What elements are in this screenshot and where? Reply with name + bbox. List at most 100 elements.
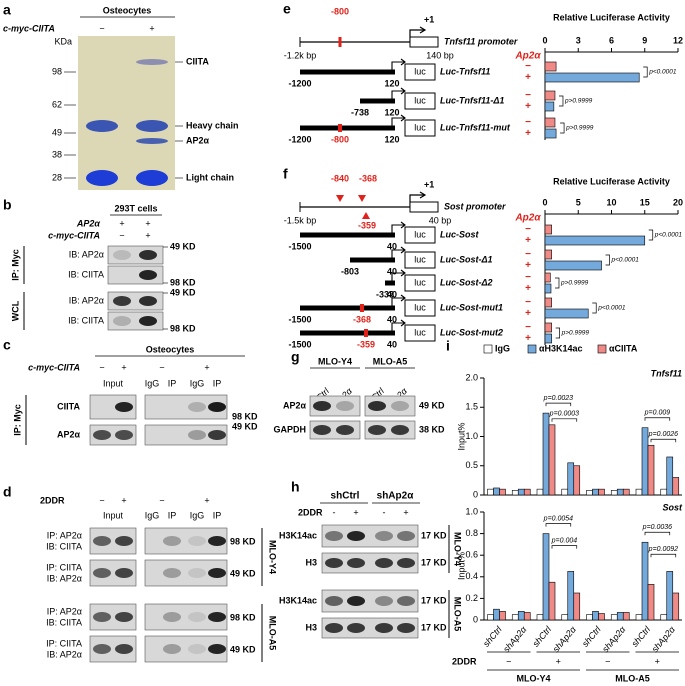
label: 6: [609, 35, 614, 45]
bar: [592, 611, 599, 621]
label: −: [605, 656, 610, 666]
label: IP: Myc: [10, 249, 20, 281]
label: 98 KD: [232, 411, 258, 421]
luc-box: [404, 119, 436, 137]
label: 2DDR: [452, 656, 477, 666]
label: −: [525, 61, 531, 72]
blot: [144, 424, 228, 446]
band: [93, 430, 111, 440]
bar: [517, 611, 525, 621]
band: [397, 623, 415, 633]
bar: [672, 477, 680, 496]
label: +: [525, 308, 531, 319]
band: [113, 316, 131, 326]
bar: [598, 613, 605, 621]
band: [188, 536, 206, 546]
label: p=0.0036: [642, 524, 672, 531]
bar: [511, 490, 519, 496]
label: shAp2α: [377, 491, 415, 502]
bar: [542, 533, 550, 621]
label: Relative Luciferase Activity: [553, 176, 670, 186]
label: +: [525, 283, 531, 294]
label: Luc-Sost-Δ1: [440, 254, 493, 264]
label: p>0.9999: [565, 125, 594, 132]
label: -803: [341, 266, 359, 276]
band: [208, 430, 226, 440]
bar: [573, 465, 581, 496]
label: +: [353, 507, 358, 517]
construct-arrow: [391, 269, 406, 283]
label: +: [525, 235, 531, 246]
label: IP: AP2α: [47, 606, 82, 616]
bar: [586, 614, 593, 621]
label: Tnfsf11: [651, 368, 682, 378]
bar: [635, 488, 643, 496]
bar: [622, 488, 630, 496]
band: [86, 120, 118, 132]
blot: [309, 395, 361, 417]
bracket: [648, 229, 654, 241]
blot: [321, 589, 419, 613]
bar: [666, 456, 674, 496]
panel-label: i: [446, 338, 450, 354]
label: 40: [387, 266, 397, 276]
label: Sost: [662, 502, 683, 512]
label: H3K14ac: [279, 530, 317, 540]
label: -1.5k bp: [284, 215, 317, 225]
label: IgG: [145, 378, 160, 388]
band: [136, 120, 168, 132]
label: 15: [640, 197, 650, 207]
bar: [536, 488, 544, 496]
label: p>0.9999: [561, 330, 590, 337]
label: p=0.004: [551, 537, 578, 544]
label: 49 KD: [230, 644, 256, 654]
label: 17 KD: [421, 530, 447, 540]
panel-label: c: [3, 337, 11, 353]
label: 40 bp: [429, 215, 452, 225]
label: IB: CIITA: [68, 315, 104, 325]
band: [347, 623, 365, 633]
bar: [647, 444, 655, 496]
label: H3K14ac: [279, 595, 317, 605]
blot: [321, 524, 419, 548]
mutation: [360, 304, 364, 312]
label: MLO-Y4: [268, 540, 278, 574]
label: Input%: [456, 422, 466, 450]
bar: [548, 424, 556, 496]
label: WCL: [10, 300, 20, 321]
label: -1500: [288, 339, 311, 349]
label: 38: [52, 149, 62, 159]
bar: [635, 614, 643, 621]
label: −: [159, 495, 164, 505]
label: shCtrl: [331, 491, 360, 502]
label: −: [525, 297, 531, 308]
label: +: [655, 656, 660, 666]
band: [347, 531, 365, 541]
bar: [573, 592, 581, 621]
label: 10: [606, 197, 616, 207]
label: 17 KD: [421, 595, 447, 605]
band: [93, 612, 111, 622]
label: 120: [384, 134, 399, 144]
label: 49 KD: [170, 241, 196, 251]
label: +1: [424, 179, 434, 189]
promoter-box: [409, 36, 439, 48]
luc-box: [404, 251, 436, 269]
label: AP2α: [76, 218, 101, 228]
label: 1.5: [465, 402, 478, 412]
label: -1200: [288, 78, 311, 88]
bar: [542, 412, 550, 496]
bar: [647, 584, 655, 621]
label: -1500: [288, 314, 311, 324]
label: shCtrl: [481, 624, 504, 649]
label: p>0.9999: [564, 98, 593, 105]
label: -368: [353, 314, 371, 324]
band: [375, 531, 393, 541]
label: +1: [424, 14, 434, 24]
label: p<0.0001: [648, 69, 677, 76]
label: -333: [376, 289, 394, 299]
label: IB: AP2α: [69, 249, 104, 259]
panel-label: g: [291, 349, 300, 365]
label: 49: [52, 127, 62, 137]
bracket: [558, 95, 564, 107]
